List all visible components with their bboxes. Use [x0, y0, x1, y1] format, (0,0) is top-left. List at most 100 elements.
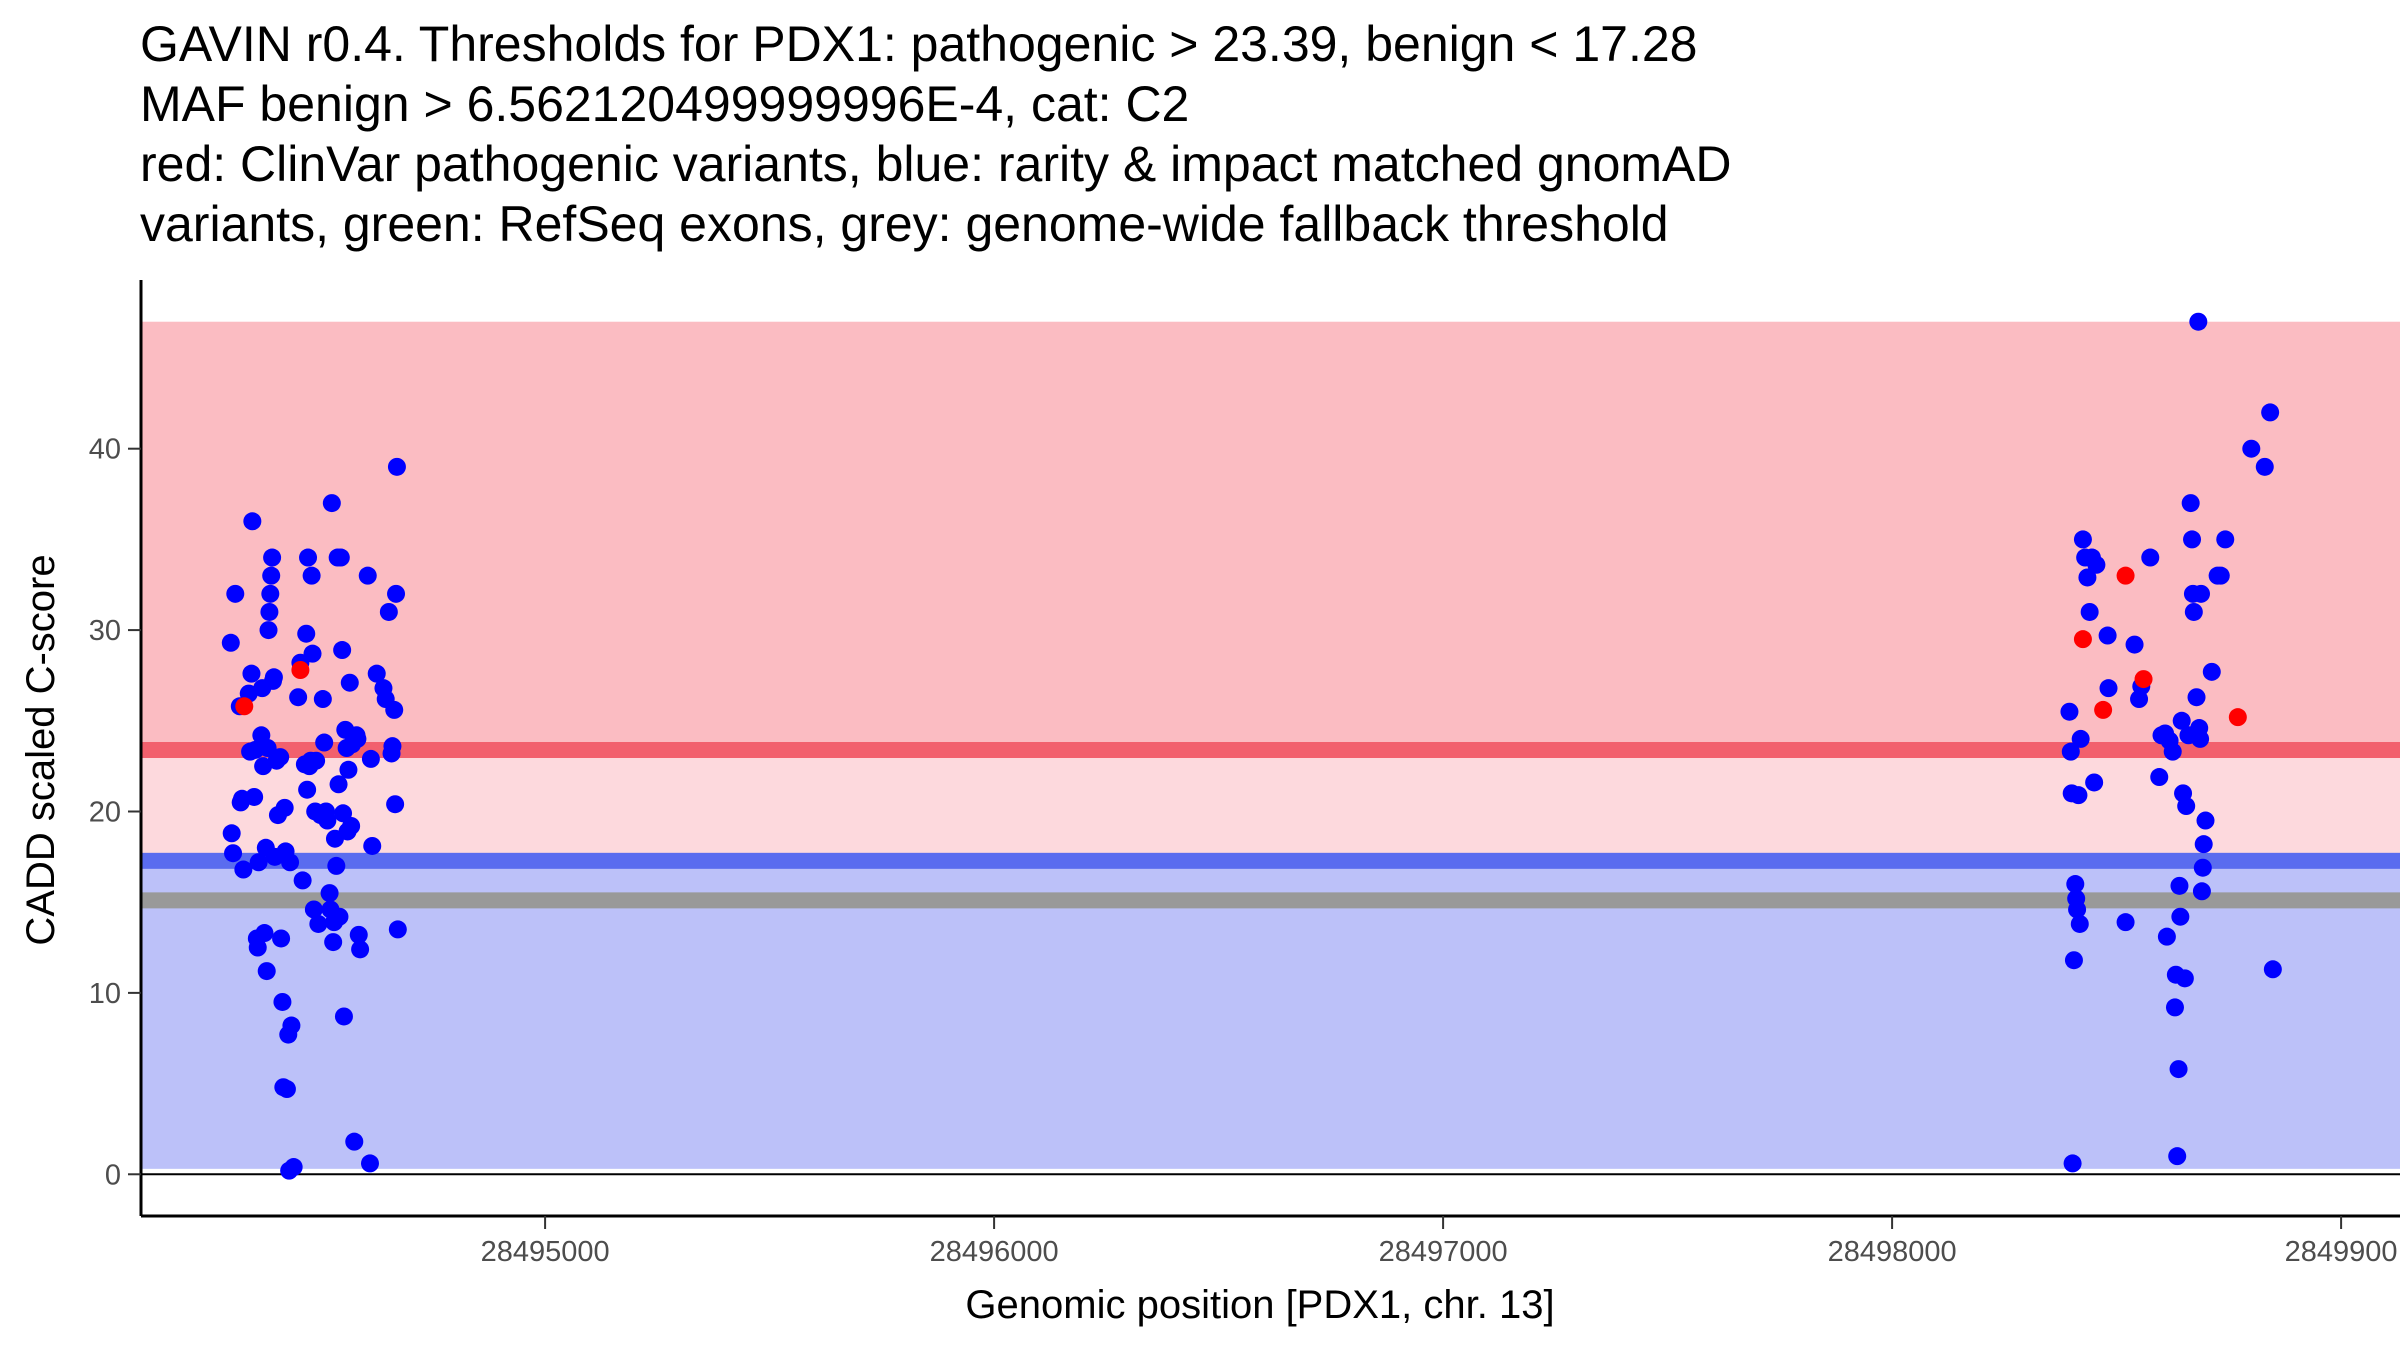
gnomad-point: [304, 900, 323, 919]
x-tick-label: 2849900: [2285, 1236, 2398, 1268]
gnomad-point: [360, 1154, 379, 1173]
gnomad-point: [385, 700, 404, 719]
gnomad-point: [2063, 1154, 2082, 1173]
gnomad-point: [263, 548, 282, 567]
gnomad-point: [221, 633, 240, 652]
gnomad-point: [264, 668, 283, 687]
gnomad-point: [2184, 602, 2203, 621]
gnomad-point: [2187, 688, 2206, 707]
gnomad-point: [2073, 530, 2092, 549]
intermediate-region: [141, 749, 2400, 861]
gnomad-point: [257, 962, 276, 981]
gnomad-point: [271, 748, 290, 767]
gnomad-point: [2211, 566, 2230, 585]
pathogenic-region: [141, 321, 2400, 750]
x-tick-label: 28495000: [481, 1236, 610, 1268]
y-tick-label: 10: [89, 978, 121, 1010]
gnomad-point: [284, 1158, 303, 1177]
gnomad-point: [282, 1016, 301, 1035]
clinvar-point: [2094, 700, 2113, 719]
gnomad-point: [249, 853, 268, 872]
gnomad-point: [318, 811, 337, 830]
gnomad-point: [298, 780, 317, 799]
gnomad-point: [329, 775, 348, 794]
gnomad-point: [324, 933, 343, 952]
gnomad-point: [2125, 635, 2144, 654]
y-tick-label: 30: [89, 615, 121, 647]
gnomad-point: [2263, 960, 2282, 979]
x-ticks: 28495000 28496000 28497000 28498000 2849900: [481, 1216, 2398, 1268]
clinvar-point: [2116, 566, 2135, 585]
gnomad-point: [281, 853, 300, 872]
gnomad-point: [315, 733, 334, 752]
gnomad-point: [273, 992, 292, 1011]
gnomad-point: [2183, 530, 2202, 549]
gnomad-point: [272, 929, 291, 948]
gnomad-point: [2098, 626, 2117, 645]
gnomad-point: [309, 914, 328, 933]
gnomad-point: [2192, 584, 2211, 603]
gnomad-point: [351, 940, 370, 959]
fallback-threshold-line: [141, 892, 2400, 909]
gnomad-point: [2216, 530, 2235, 549]
gnomad-point: [2066, 875, 2085, 894]
gnomad-point: [277, 1080, 296, 1099]
gnomad-point: [358, 566, 377, 585]
gnomad-point: [320, 884, 339, 903]
gnomad-point: [2169, 1060, 2188, 1079]
gnomad-point: [260, 602, 279, 621]
gnomad-point: [2080, 602, 2099, 621]
gnomad-point: [2061, 742, 2080, 761]
gnomad-point: [330, 907, 349, 926]
gnomad-point: [2193, 858, 2212, 877]
gnomad-point: [334, 1007, 353, 1026]
gnomad-point: [313, 690, 332, 709]
gnomad-point: [342, 817, 361, 835]
gnomad-point: [2171, 907, 2190, 926]
gnomad-point: [2170, 876, 2189, 895]
x-axis-title: Genomic position [PDX1, chr. 13]: [965, 1283, 1554, 1327]
data-points: [221, 312, 2282, 1180]
chart-title: GAVIN r0.4. Thresholds for PDX1: pathoge…: [140, 14, 1731, 254]
gnomad-point: [2192, 882, 2211, 901]
gnomad-point: [275, 798, 294, 817]
x-tick-label: 28498000: [1828, 1236, 1957, 1268]
gnomad-point: [243, 512, 262, 531]
gnomad-point: [2157, 927, 2176, 946]
pathogenic-threshold-line: [141, 741, 2400, 758]
gnomad-point: [2177, 797, 2196, 816]
gnomad-point: [2116, 913, 2135, 932]
gnomad-point: [2261, 403, 2280, 422]
gnomad-point: [348, 729, 367, 748]
gnomad-point: [245, 787, 264, 806]
clinvar-point: [291, 661, 310, 679]
axes: [139, 280, 2400, 1218]
gnomad-point: [307, 751, 326, 770]
gnomad-point: [2141, 548, 2160, 567]
gnomad-point: [2191, 729, 2210, 748]
gnomad-point: [2255, 457, 2274, 476]
y-tick-label: 0: [105, 1159, 121, 1191]
plot-background: [141, 321, 2400, 1176]
title-line-3: red: ClinVar pathogenic variants, blue: …: [140, 136, 1732, 192]
gnomad-point: [289, 688, 308, 707]
gnomad-point: [331, 548, 350, 567]
gnomad-point: [387, 584, 406, 603]
gnomad-point: [386, 795, 405, 814]
gnomad-point: [248, 938, 267, 957]
y-tick-label: 20: [89, 796, 121, 828]
gnomad-point: [388, 920, 407, 939]
gnomad-point: [262, 566, 281, 585]
gnomad-point: [349, 925, 368, 944]
clinvar-point: [2134, 670, 2153, 689]
y-tick-label: 40: [89, 434, 121, 466]
gnomad-point: [2172, 711, 2191, 730]
gnomad-point: [2087, 555, 2106, 574]
gnomad-point: [224, 844, 243, 863]
gnomad-point: [255, 924, 274, 943]
gnomad-point: [222, 824, 241, 843]
gnomad-point: [2163, 742, 2182, 761]
gnomad-point: [379, 602, 398, 621]
gnomad-point: [2194, 835, 2213, 854]
